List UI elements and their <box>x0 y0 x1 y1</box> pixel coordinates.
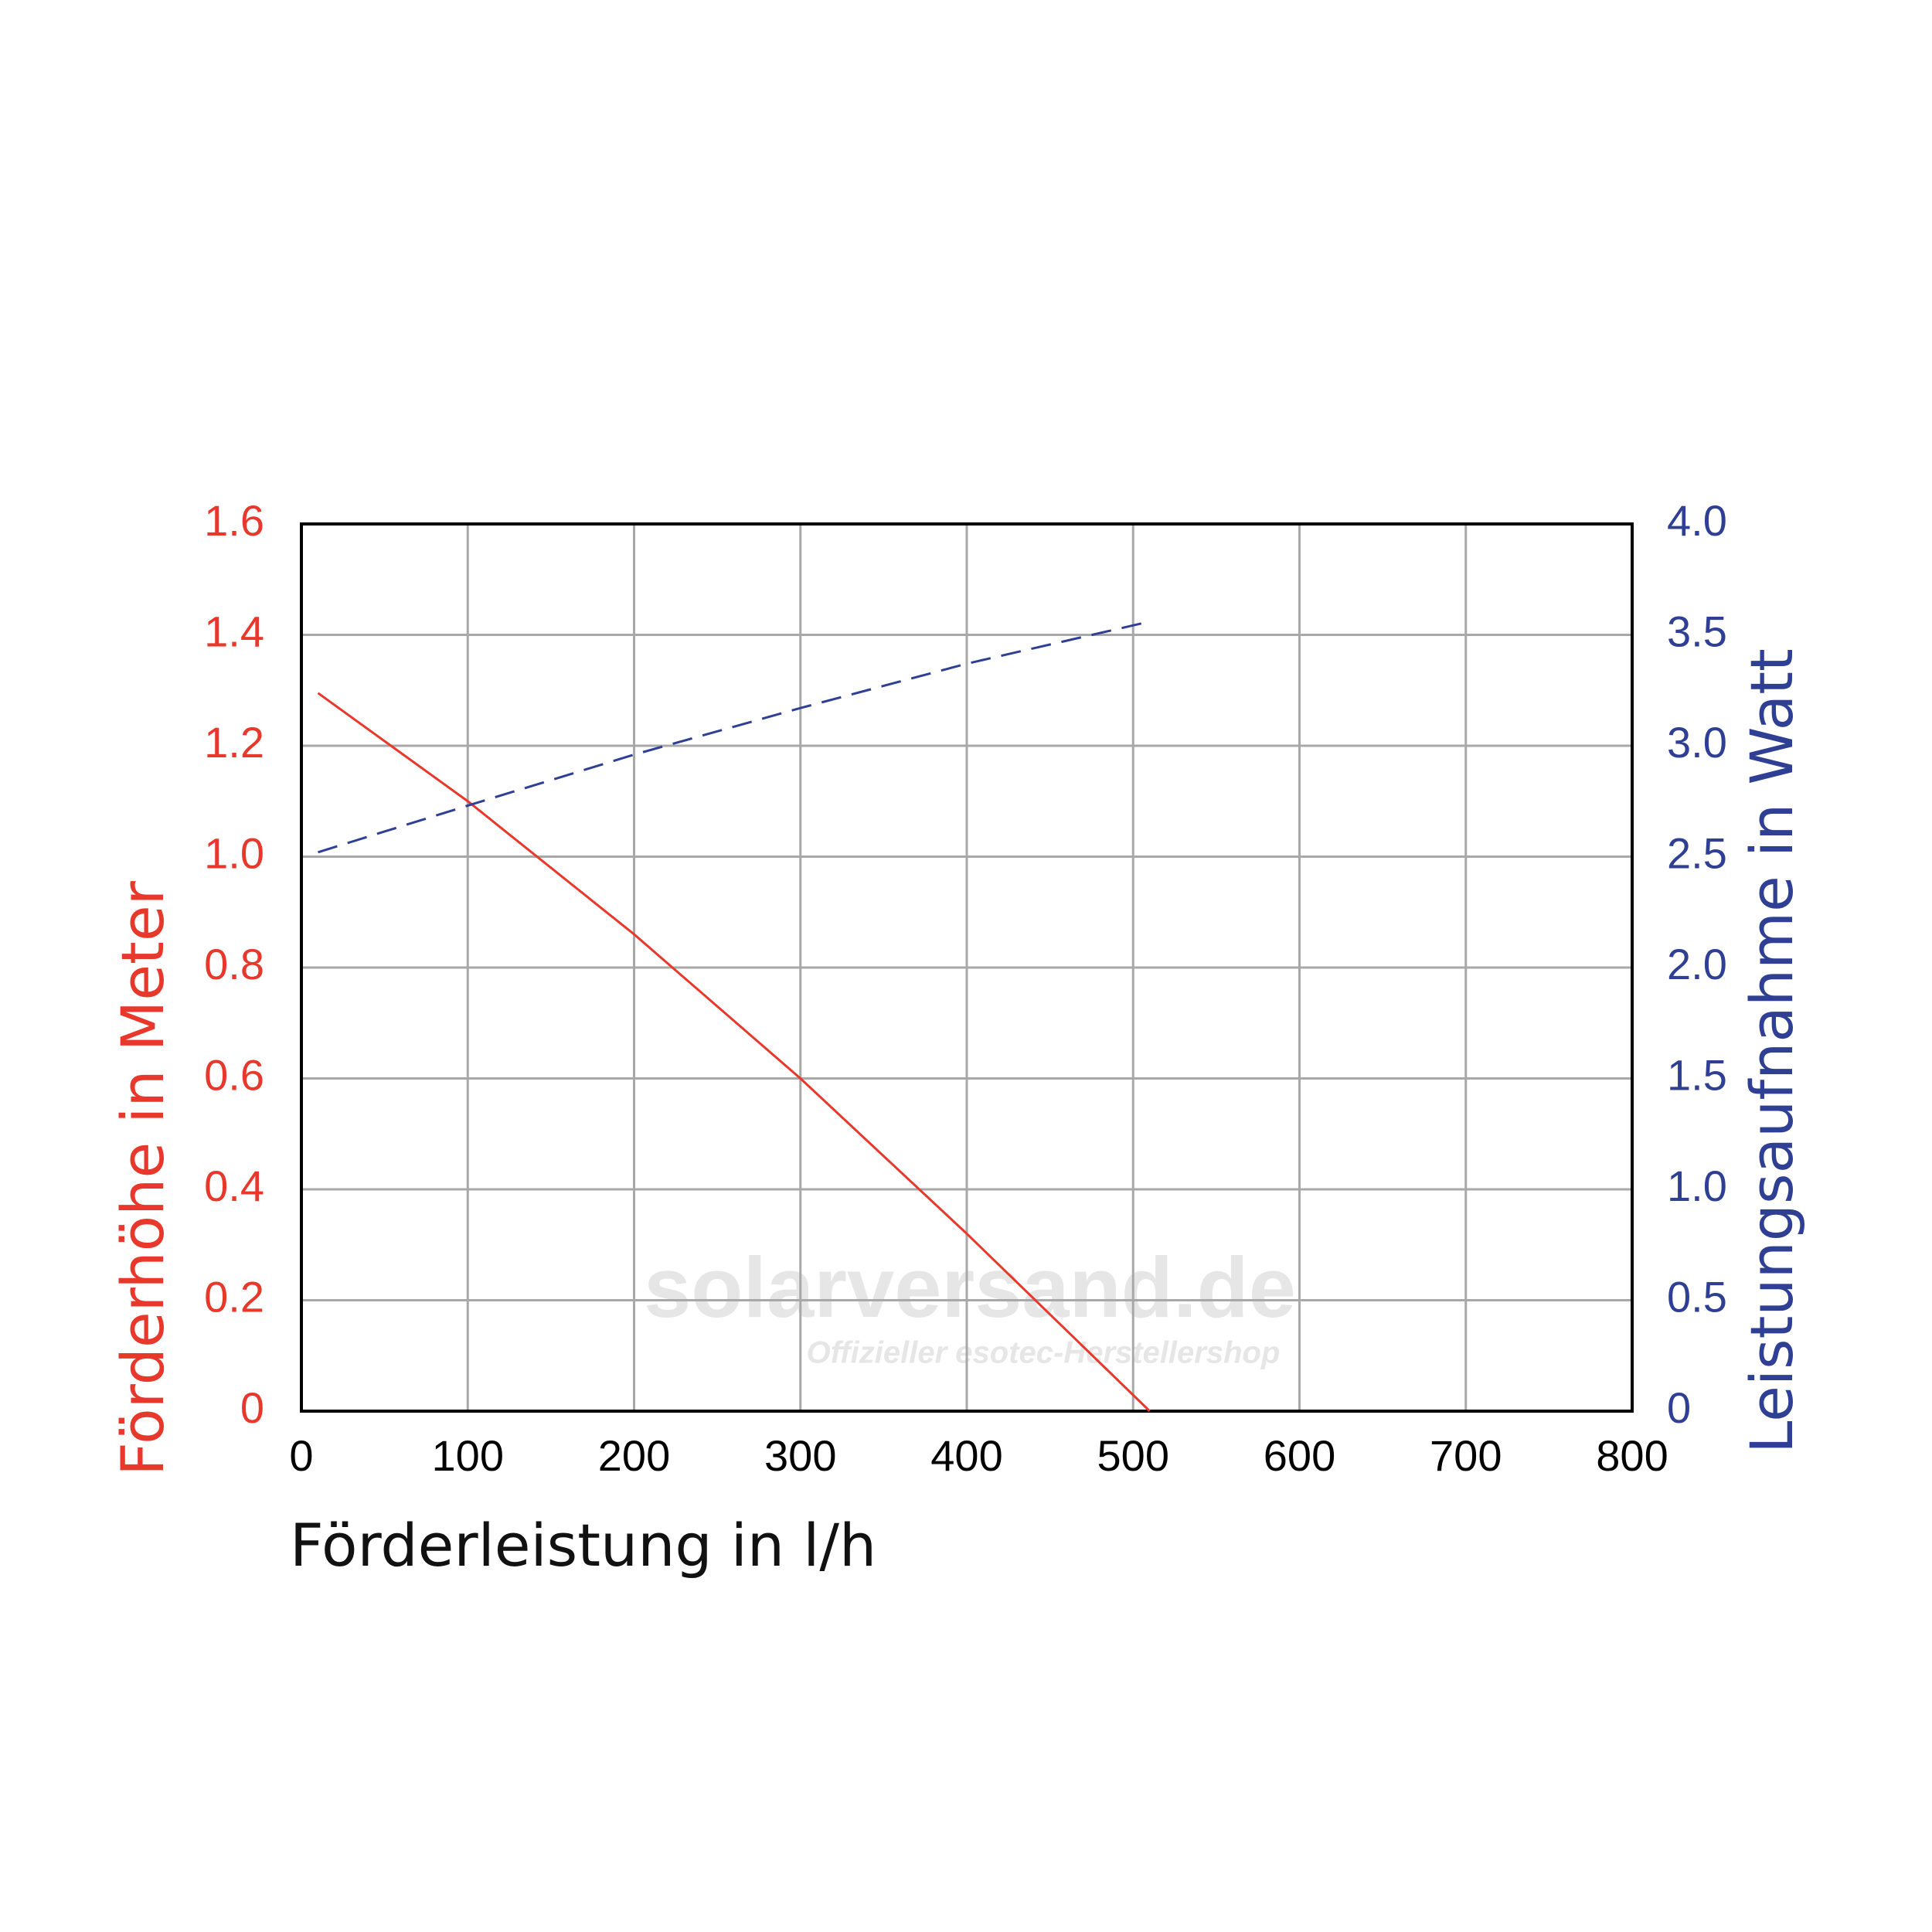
y2-axis-title: Leistungsaufnahme in Watt <box>1737 648 1806 1454</box>
y2-tick-label: 2.0 <box>1667 940 1727 988</box>
y2-tick-label: 1.5 <box>1667 1050 1727 1099</box>
y2-tick-label: 1.0 <box>1667 1162 1727 1210</box>
y2-tick-label: 2.5 <box>1667 828 1727 877</box>
y-tick-label: 0.2 <box>204 1272 264 1321</box>
watermark: solarversand.de <box>644 1240 1296 1335</box>
x-tick-label: 400 <box>930 1431 1002 1480</box>
x-tick-label: 0 <box>289 1431 313 1480</box>
x-tick-label: 700 <box>1430 1431 1502 1480</box>
y2-tick-label: 3.0 <box>1667 718 1727 767</box>
y-tick-label: 1.6 <box>204 496 264 545</box>
y-tick-label: 0.6 <box>204 1050 264 1099</box>
y-tick-label: 0.4 <box>204 1162 264 1210</box>
x-tick-label: 200 <box>598 1431 670 1480</box>
watermark-subtitle: Offizieller esotec-Herstellershop <box>807 1336 1281 1370</box>
y-tick-label: 1.0 <box>204 828 264 877</box>
x-tick-label: 500 <box>1097 1431 1169 1480</box>
x-axis-title: Förderleistung in l/h <box>290 1511 876 1580</box>
x-tick-label: 300 <box>764 1431 836 1480</box>
y-tick-label: 0.8 <box>204 940 264 988</box>
y-axis-title: Förderhöhe in Meter <box>108 880 177 1475</box>
y-tick-label: 0 <box>240 1383 264 1432</box>
plot-frame <box>300 522 1634 1413</box>
x-tick-label: 800 <box>1596 1431 1668 1480</box>
x-tick-label: 100 <box>432 1431 504 1480</box>
series-line <box>318 620 1151 854</box>
y2-tick-label: 0.5 <box>1667 1272 1727 1321</box>
y2-tick-label: 4.0 <box>1667 496 1727 545</box>
x-tick-label: 600 <box>1264 1431 1335 1480</box>
series-line <box>317 692 1151 1413</box>
y2-tick-label: 3.5 <box>1667 607 1727 655</box>
y-tick-label: 1.4 <box>204 607 264 655</box>
y2-tick-label: 0 <box>1667 1383 1691 1432</box>
y-tick-label: 1.2 <box>204 718 264 767</box>
